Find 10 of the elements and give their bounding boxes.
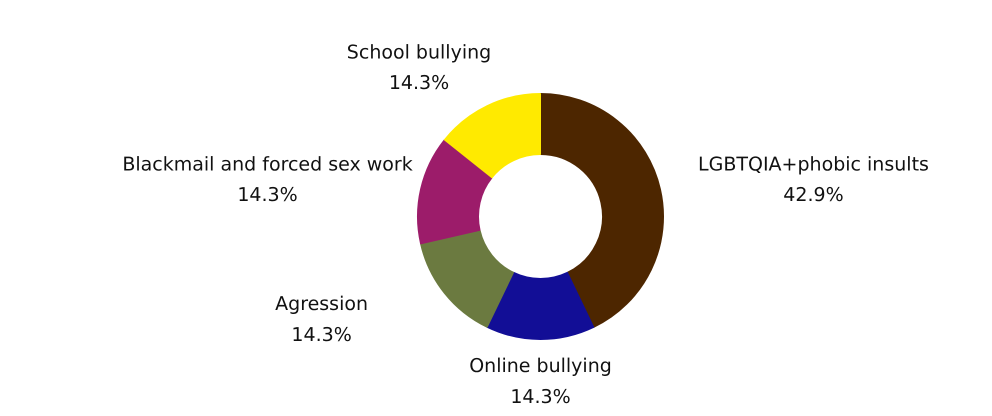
slice-label: LGBTQIA+phobic insults xyxy=(698,153,929,176)
slice-label: Online bullying xyxy=(469,355,612,378)
data-label: 14.3% xyxy=(388,72,450,94)
data-label: 14.3% xyxy=(237,184,298,206)
slice-label: Blackmail and forced sex work xyxy=(122,153,413,176)
data-label: 42.9% xyxy=(783,184,844,206)
slice-label: School bullying xyxy=(346,41,492,64)
data-label: 14.3% xyxy=(291,324,352,346)
data-label: 14.3% xyxy=(510,386,571,408)
slice-label: Agression xyxy=(275,292,368,315)
